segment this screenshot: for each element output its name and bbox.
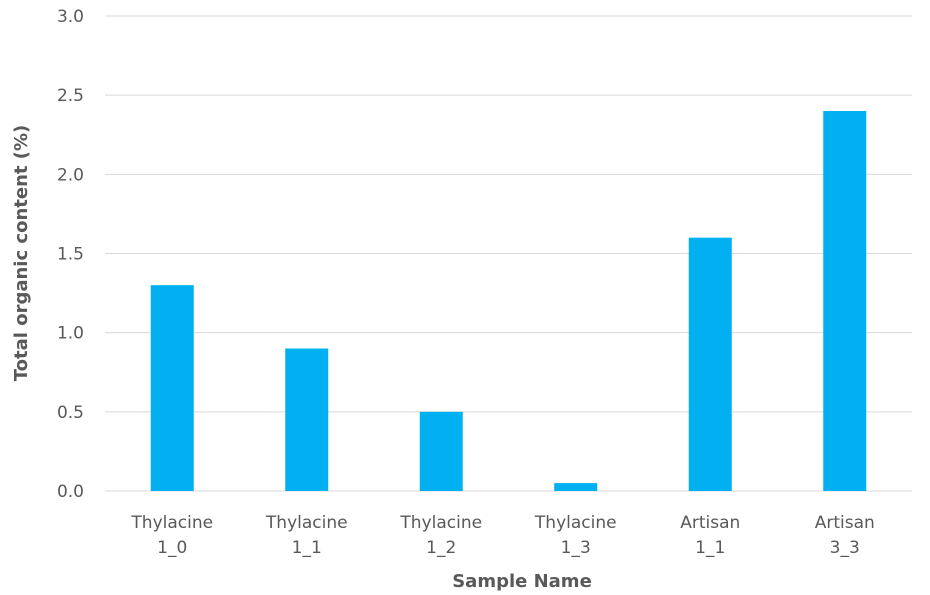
- y-tick-label: 3.0: [57, 7, 84, 27]
- x-axis-title: Sample Name: [452, 571, 592, 592]
- y-tick-labels: 0.0 0.5 1.0 1.5 2.0 2.5 3.0: [57, 7, 84, 502]
- y-tick-label: 2.0: [57, 165, 84, 185]
- y-tick-label: 0.0: [57, 482, 84, 502]
- bars: [150, 111, 867, 491]
- bar: [285, 348, 329, 491]
- y-axis-title: Total organic content (%): [11, 125, 32, 381]
- y-tick-label: 1.0: [57, 324, 84, 344]
- x-tick-labels: Thylacine 1_0 Thylacine 1_1 Thylacine 1_2 Thyl…: [130, 513, 874, 558]
- x-tick-label: Thylacine 1_1: [265, 513, 348, 558]
- y-tick-label: 1.5: [57, 245, 84, 265]
- x-tick-label: Thylacine 1_0: [130, 513, 213, 558]
- y-tick-label: 0.5: [57, 403, 84, 423]
- x-tick-label: Thylacine 1_2: [399, 513, 482, 558]
- bar: [554, 483, 598, 491]
- y-tick-label: 2.5: [57, 86, 84, 106]
- x-tick-label: Thylacine 1_3: [534, 513, 617, 558]
- x-tick-label: Artisan 3_3: [815, 513, 875, 558]
- x-tick-label: Artisan 1_1: [680, 513, 740, 558]
- gridlines: [105, 15, 912, 492]
- bar: [688, 237, 732, 491]
- bar: [823, 111, 867, 491]
- bar: [419, 411, 463, 491]
- bar: [150, 285, 194, 491]
